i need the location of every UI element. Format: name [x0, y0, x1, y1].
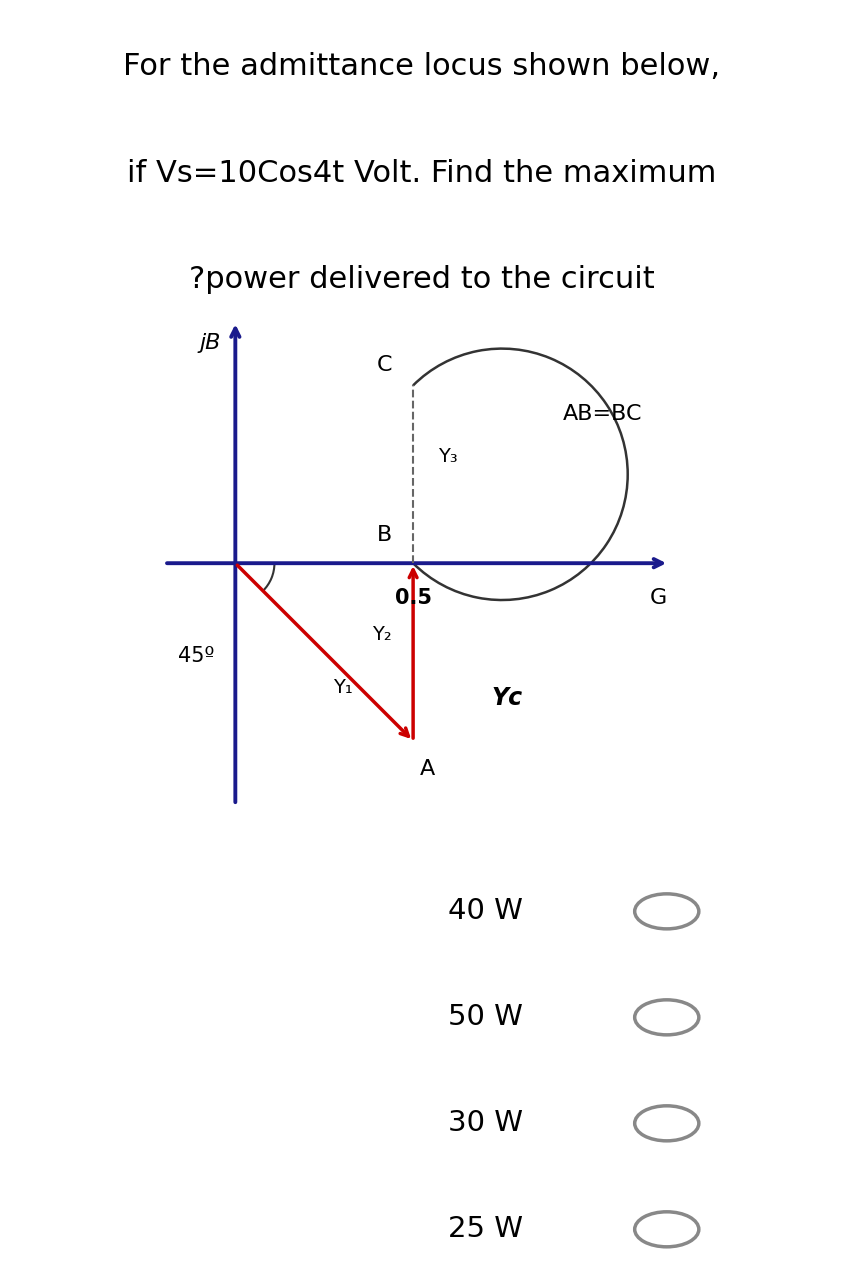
Text: B: B: [376, 525, 392, 545]
Text: C: C: [376, 355, 392, 375]
Text: A: A: [420, 759, 436, 778]
Text: Y₃: Y₃: [438, 447, 457, 466]
Text: 45º: 45º: [178, 645, 215, 666]
Text: For the admittance locus shown below,: For the admittance locus shown below,: [123, 52, 721, 81]
Text: Y₁: Y₁: [333, 678, 353, 698]
Text: 0.5: 0.5: [395, 588, 431, 608]
Text: 25 W: 25 W: [448, 1215, 523, 1243]
Text: Y₂: Y₂: [372, 625, 392, 644]
Text: ?power delivered to the circuit: ?power delivered to the circuit: [189, 265, 655, 294]
Text: AB=BC: AB=BC: [562, 404, 642, 424]
Text: jB: jB: [200, 333, 221, 353]
Text: 50 W: 50 W: [448, 1004, 523, 1032]
Text: 40 W: 40 W: [448, 897, 523, 925]
Text: 30 W: 30 W: [448, 1110, 523, 1138]
Text: Yc: Yc: [491, 686, 522, 710]
Text: if Vs=10Cos4t Volt. Find the maximum: if Vs=10Cos4t Volt. Find the maximum: [127, 159, 717, 188]
Text: G: G: [650, 588, 667, 608]
